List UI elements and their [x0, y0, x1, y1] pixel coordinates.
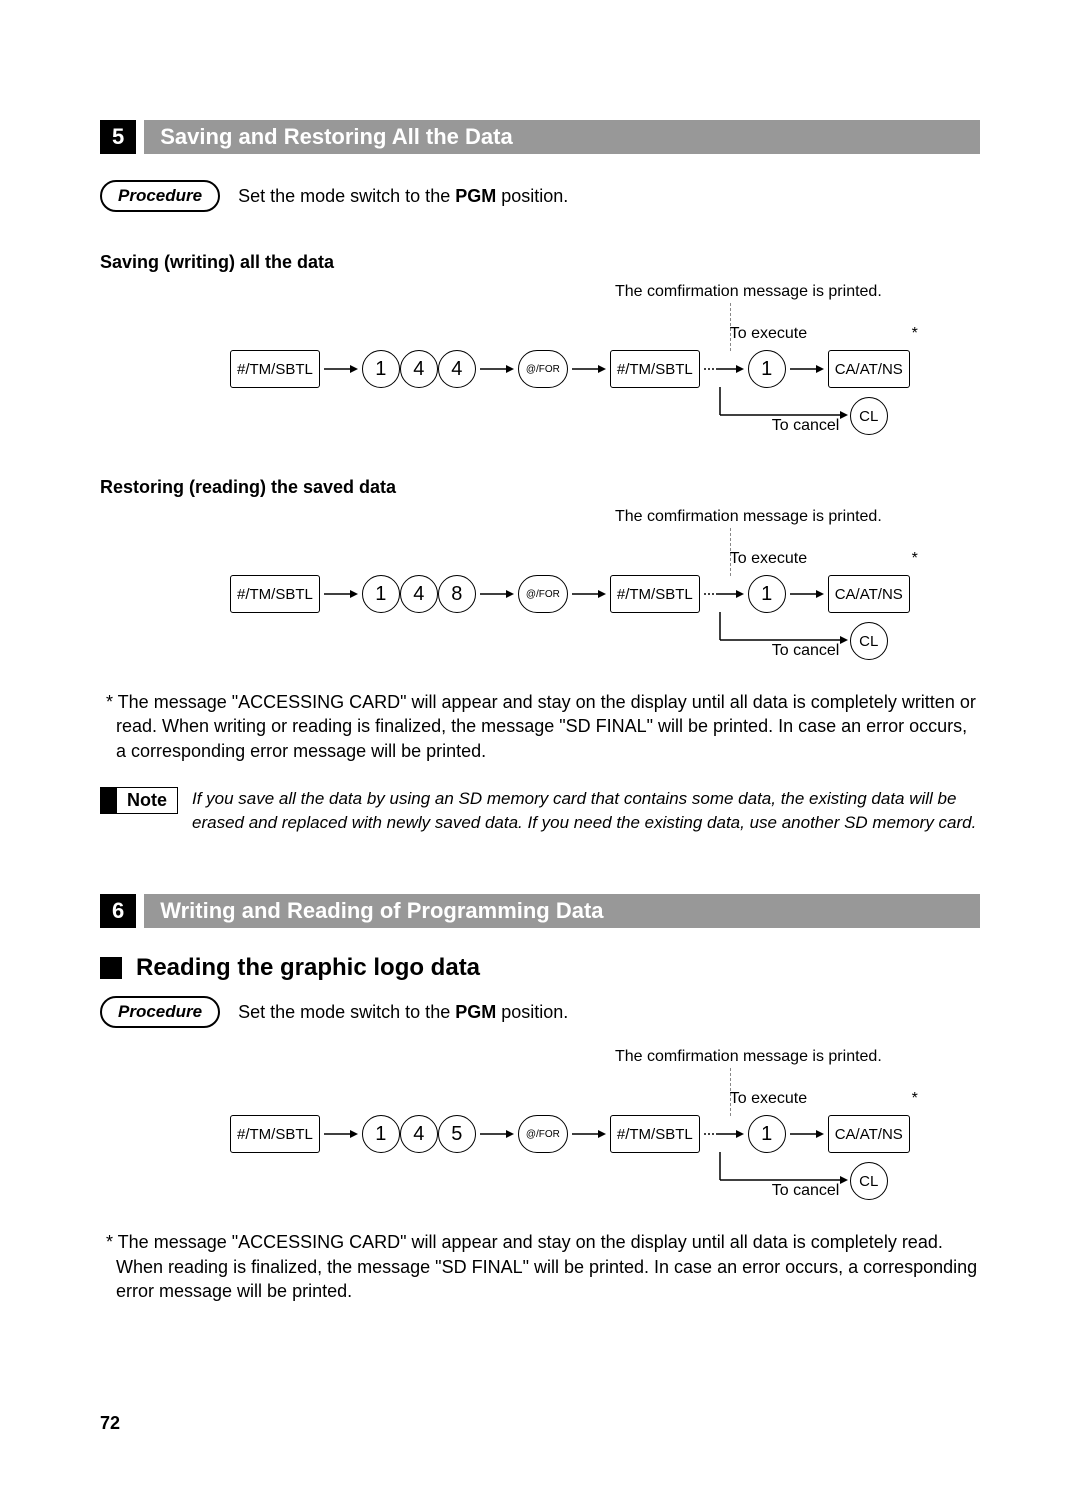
branch-block: To execute * 1 CA/AT/NS To c — [700, 351, 910, 437]
digit-key: 5 — [438, 1115, 476, 1153]
confirmation-text: The comfirmation message is printed. — [615, 283, 980, 301]
procedure-row: Procedure Set the mode switch to the PGM… — [100, 996, 980, 1028]
footnote-1: * The message "ACCESSING CARD" will appe… — [100, 690, 980, 763]
arrow-icon — [786, 576, 828, 612]
arrow-icon — [700, 576, 748, 612]
arrow-icon — [700, 351, 748, 387]
procedure-bold: PGM — [455, 186, 496, 206]
digit-key: 4 — [400, 350, 438, 388]
section-title: Writing and Reading of Programming Data — [144, 894, 980, 928]
to-execute-label: To execute — [730, 325, 807, 343]
procedure-bold: PGM — [455, 1002, 496, 1022]
procedure-suffix: position. — [496, 186, 568, 206]
branch-block: To execute * 1 CA/AT/NS To c — [700, 1116, 910, 1202]
arrow-icon — [568, 576, 610, 612]
section-title: Saving and Restoring All the Data — [144, 120, 980, 154]
saving-subheading: Saving (writing) all the data — [100, 252, 980, 273]
square-bullet-icon — [100, 957, 122, 979]
to-cancel-label: To cancel — [772, 642, 840, 660]
cl-key: CL — [850, 622, 888, 660]
procedure-text: Set the mode switch to the PGM position. — [238, 186, 568, 207]
footnote-2: * The message "ACCESSING CARD" will appe… — [100, 1230, 980, 1303]
arrow-icon — [786, 351, 828, 387]
section-6-header: 6 Writing and Reading of Programming Dat… — [100, 894, 980, 928]
digit-key: 1 — [362, 1115, 400, 1153]
at-for-key: @/FOR — [518, 350, 568, 388]
section-number-box: 5 — [100, 120, 136, 154]
section-5-header: 5 Saving and Restoring All the Data — [100, 120, 980, 154]
arrow-icon — [568, 351, 610, 387]
at-for-key: @/FOR — [518, 1115, 568, 1153]
restoring-subheading: Restoring (reading) the saved data — [100, 477, 980, 498]
tm-sbtl-key: #/TM/SBTL — [230, 575, 320, 613]
procedure-text: Set the mode switch to the PGM position. — [238, 1002, 568, 1023]
digit-key: 1 — [748, 575, 786, 613]
arrow-icon — [320, 1116, 362, 1152]
arrow-icon — [568, 1116, 610, 1152]
note-block: Note If you save all the data by using a… — [100, 787, 980, 835]
note-label: Note — [116, 787, 178, 814]
at-for-key: @/FOR — [518, 575, 568, 613]
procedure-label: Procedure — [100, 180, 220, 212]
asterisk: * — [912, 550, 918, 568]
subsection-title: Reading the graphic logo data — [136, 954, 480, 982]
tm-sbtl-key: #/TM/SBTL — [230, 350, 320, 388]
asterisk: * — [912, 1090, 918, 1108]
digit-key: 4 — [400, 575, 438, 613]
to-execute-label: To execute — [730, 550, 807, 568]
note-flag-icon — [100, 787, 116, 814]
digit-key: 1 — [748, 350, 786, 388]
reading-logo-diagram: The comfirmation message is printed. #/T… — [100, 1048, 980, 1202]
tm-sbtl-key: #/TM/SBTL — [610, 575, 700, 613]
arrow-icon — [786, 1116, 828, 1152]
saving-diagram: The comfirmation message is printed. #/T… — [100, 283, 980, 437]
confirmation-text: The comfirmation message is printed. — [615, 1048, 980, 1066]
procedure-suffix: position. — [496, 1002, 568, 1022]
procedure-label: Procedure — [100, 996, 220, 1028]
note-text: If you save all the data by using an SD … — [192, 787, 980, 835]
procedure-prefix: Set the mode switch to the — [238, 1002, 455, 1022]
arrow-icon — [320, 351, 362, 387]
cl-key: CL — [850, 397, 888, 435]
restoring-diagram: The comfirmation message is printed. #/T… — [100, 508, 980, 662]
cl-key: CL — [850, 1162, 888, 1200]
to-cancel-label: To cancel — [772, 1182, 840, 1200]
digit-key: 1 — [748, 1115, 786, 1153]
to-cancel-label: To cancel — [772, 417, 840, 435]
asterisk: * — [912, 325, 918, 343]
arrow-icon — [700, 1116, 748, 1152]
tm-sbtl-key: #/TM/SBTL — [230, 1115, 320, 1153]
arrow-icon — [476, 1116, 518, 1152]
page-number: 72 — [100, 1413, 980, 1434]
digit-key: 4 — [400, 1115, 438, 1153]
ca-at-ns-key: CA/AT/NS — [828, 350, 910, 388]
to-execute-label: To execute — [730, 1090, 807, 1108]
digit-key: 8 — [438, 575, 476, 613]
section-number-box: 6 — [100, 894, 136, 928]
digit-key: 1 — [362, 575, 400, 613]
arrow-icon — [320, 576, 362, 612]
confirmation-text: The comfirmation message is printed. — [615, 508, 980, 526]
procedure-prefix: Set the mode switch to the — [238, 186, 455, 206]
arrow-icon — [476, 576, 518, 612]
ca-at-ns-key: CA/AT/NS — [828, 1115, 910, 1153]
digit-key: 4 — [438, 350, 476, 388]
branch-block: To execute * 1 CA/AT/NS To c — [700, 576, 910, 662]
subsection-row: Reading the graphic logo data — [100, 954, 980, 982]
digit-key: 1 — [362, 350, 400, 388]
tm-sbtl-key: #/TM/SBTL — [610, 350, 700, 388]
procedure-row: Procedure Set the mode switch to the PGM… — [100, 180, 980, 212]
ca-at-ns-key: CA/AT/NS — [828, 575, 910, 613]
arrow-icon — [476, 351, 518, 387]
tm-sbtl-key: #/TM/SBTL — [610, 1115, 700, 1153]
